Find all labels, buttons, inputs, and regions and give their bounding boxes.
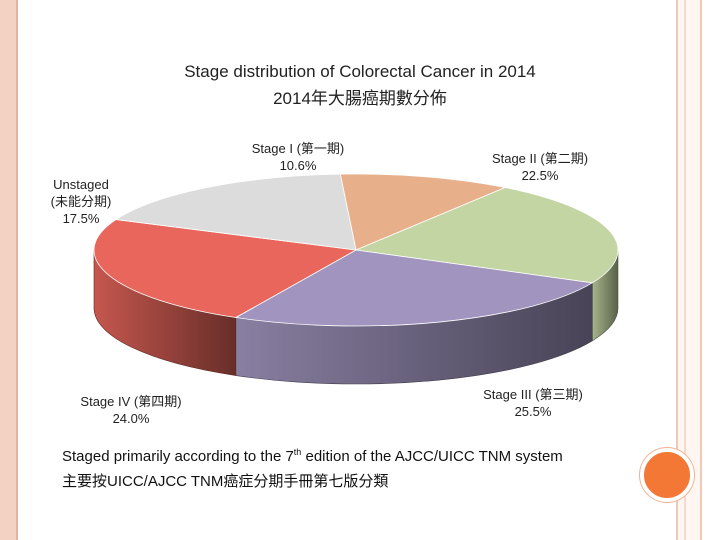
right-frame-border <box>676 0 702 540</box>
chart-title: Stage distribution of Colorectal Cancer … <box>184 62 536 81</box>
orange-circle-decoration <box>640 448 694 502</box>
label-stage-1: Stage I (第一期) 10.6% <box>251 141 345 173</box>
label-stage-4: Stage IV (第四期) 24.0% <box>80 394 182 426</box>
pie-slice-unstaged <box>114 173 357 251</box>
pie-slice-stage-iv <box>93 219 358 318</box>
label-stage-2: Stage II (第二期) 22.5% <box>491 151 589 183</box>
left-frame-border <box>0 0 18 540</box>
pie-slice-stage-i <box>339 173 507 251</box>
footer-note-en: Staged primarily according to the 7th ed… <box>62 447 563 465</box>
label-unstaged: Unstaged (未能分期) 17.5% <box>50 177 112 226</box>
footer-note-zh: 主要按UICC/AJCC TNM癌症分期手冊第七版分類 <box>62 473 389 490</box>
pie-slice-stage-iii <box>234 249 594 327</box>
chart-subtitle: 2014年大腸癌期數分佈 <box>273 89 447 108</box>
label-stage-3: Stage III (第三期) 25.5% <box>483 387 583 419</box>
